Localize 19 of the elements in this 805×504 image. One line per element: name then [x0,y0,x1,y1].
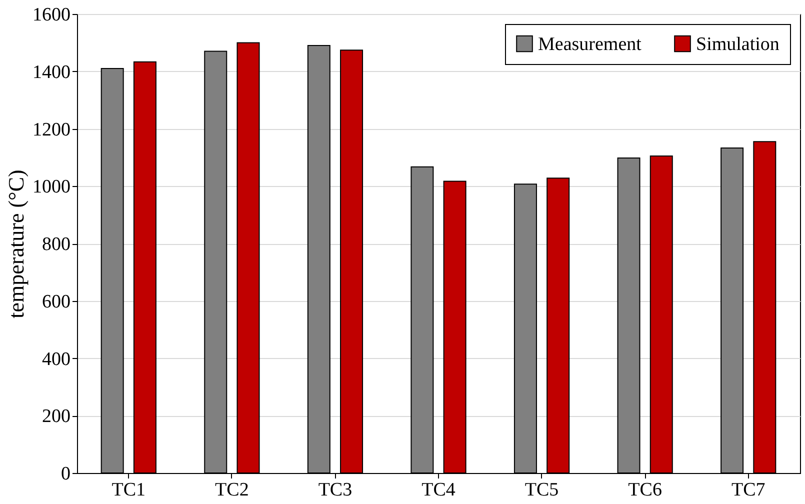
y-tick-label: 1600 [32,4,70,26]
x-tick-label: TC2 [215,480,249,500]
x-tick-label: TC7 [731,480,766,500]
y-tick-label: 1000 [32,176,70,198]
x-tick-label: TC6 [628,480,662,500]
y-tick-label: 400 [42,348,70,370]
y-tick-label: 0 [61,464,70,484]
y-tick-label: 600 [42,291,70,312]
legend-label: Simulation [696,34,780,55]
y-tick-label: 1200 [32,119,70,140]
y-tick-label: 1400 [32,62,70,83]
x-tick-label: TC5 [524,480,559,500]
legend-label: Measurement [538,34,642,55]
x-tick-label: TC3 [318,480,352,500]
x-tick-label: TC4 [422,480,456,500]
y-axis-title: temperature (°C) [4,170,28,318]
y-tick-label: 800 [42,234,70,255]
x-tick-label: TC1 [112,480,146,500]
y-tick-label: 200 [42,406,70,428]
